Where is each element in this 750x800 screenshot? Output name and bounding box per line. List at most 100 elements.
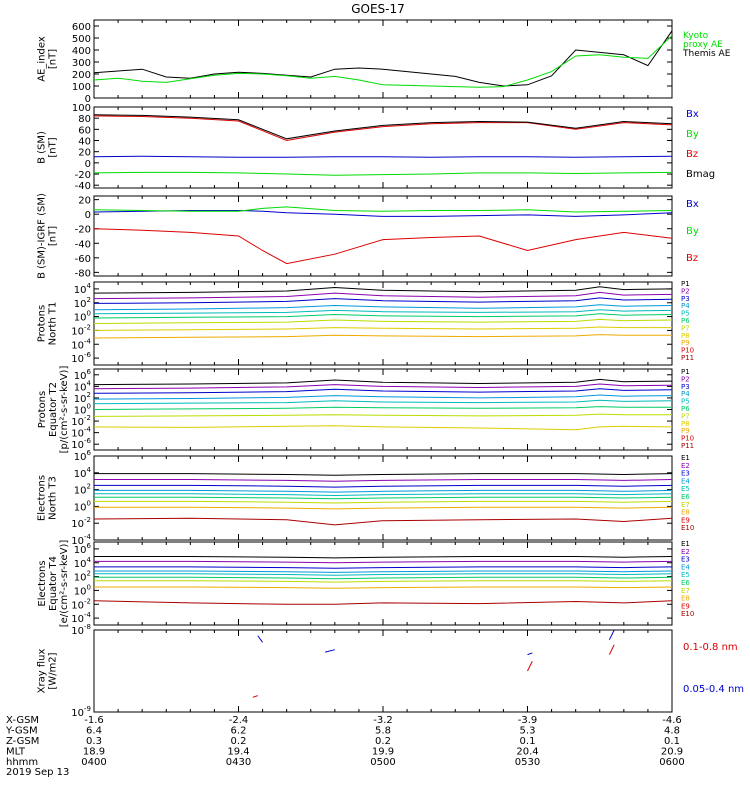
- legend-entry: P2: [681, 375, 690, 383]
- series-line-By: [93, 206, 673, 213]
- legend-entry: E4: [681, 563, 690, 571]
- legend-entry: P1: [681, 368, 690, 376]
- series-line-E8: [94, 506, 673, 510]
- panel-frame: [93, 106, 673, 189]
- y-axis-label: Equator T4: [48, 556, 59, 611]
- x-row-label: MLT: [6, 747, 26, 758]
- panel-xray: 10-8 10-9 Xray flux [W/m2] 0.1-0.8 nm 0.05-0.…: [37, 623, 745, 719]
- legend-entry: E10: [681, 524, 694, 532]
- legend-entry: E8: [681, 595, 690, 603]
- x-row-value: 5.8: [375, 726, 391, 737]
- x-row-value: 6.4: [86, 726, 102, 737]
- y-tick-label: 10-2: [71, 323, 91, 337]
- panel-frame: [93, 541, 673, 626]
- series-line-P5: [93, 399, 673, 405]
- series-line-E3: [94, 484, 673, 488]
- x-row-value: 5.3: [520, 726, 536, 737]
- legend-entry: P10: [681, 347, 694, 355]
- series-line-Bx: [93, 155, 673, 158]
- x-axis-rows: X-GSM -1.6 -2.4 -3.2 -3.9 -4.6 Y-GSM 6.4 6.2 5.8 5…: [5, 715, 685, 768]
- series-line-E9: [93, 600, 673, 605]
- y-axis-label: B (SM): [37, 131, 48, 164]
- series-line-P1: [93, 378, 673, 386]
- legend-entry: P6: [681, 317, 690, 325]
- series-segment-0-05-0-4-nm: [527, 652, 533, 656]
- y-tick-label: 100: [74, 310, 91, 324]
- y-tick-label: 10-6: [71, 437, 91, 451]
- y-tick-label: 104: [74, 556, 92, 570]
- legend-entry: P7: [681, 324, 690, 332]
- series-line-P8: [93, 326, 672, 331]
- y-tick-label: 10-8: [71, 623, 91, 637]
- legend-entry: Bx: [686, 109, 699, 120]
- legend-entry: P10: [681, 435, 694, 443]
- series-line-E8: [94, 586, 673, 589]
- series-line-P7: [93, 413, 672, 417]
- x-row-value: 20.9: [661, 747, 683, 758]
- x-row-value: 6.2: [231, 726, 247, 737]
- x-row-value: 0.1: [664, 736, 680, 747]
- legend-entry: Bz: [686, 149, 698, 160]
- legend-entry: E9: [681, 516, 690, 524]
- series-line-P3: [93, 388, 673, 394]
- y-tick-label: 100: [74, 583, 91, 597]
- y-tick-label: 104: [74, 379, 92, 393]
- y-tick-label: 100: [74, 403, 91, 417]
- x-row-value: 0530: [515, 757, 540, 768]
- panel-frame: [93, 19, 673, 99]
- x-row-value: 19.9: [372, 747, 394, 758]
- series-line-E4: [94, 489, 673, 493]
- legend-entry: E7: [681, 501, 690, 509]
- y-tick-label: 104: [74, 466, 92, 480]
- series-line-Bz: [93, 115, 673, 142]
- legend-entry: E2: [681, 462, 690, 470]
- legend-entry: By: [686, 226, 699, 237]
- y-tick-label: 10-4: [71, 533, 91, 547]
- y-tick-label: 10-2: [71, 516, 91, 530]
- series-line-E7: [94, 580, 673, 583]
- y-tick-label: 10-2: [71, 414, 91, 428]
- y-axis-label: [nT]: [48, 226, 59, 246]
- series-line-E6: [94, 576, 673, 580]
- series-line-E5: [94, 573, 673, 576]
- series-line-E4: [94, 570, 673, 573]
- series-line-E2: [94, 479, 673, 482]
- y-axis-label: [nT]: [48, 137, 59, 157]
- x-row-value: 0.3: [86, 736, 102, 747]
- series-segment-0-1-0-8-nm: [527, 660, 533, 672]
- y-axis-label: [p/(cm²-s-sr-keV)]: [59, 366, 70, 454]
- legend-entry: P1: [681, 280, 690, 288]
- legend-entry: E2: [681, 548, 690, 556]
- y-axis-label: Protons: [37, 305, 48, 342]
- y-axis-label: [nT]: [48, 49, 59, 69]
- legend-entry: E7: [681, 587, 690, 595]
- series-segment-0-1-0-8-nm: [608, 644, 615, 655]
- y-tick-label: 60: [78, 125, 91, 136]
- y-tick-label: 102: [74, 296, 91, 310]
- legend-entry: Bz: [686, 253, 698, 264]
- x-row-value: 19.4: [227, 747, 249, 758]
- plot-title: GOES-17: [351, 2, 405, 16]
- x-row-value: 0500: [370, 757, 395, 768]
- x-row-label: hhmm: [6, 757, 38, 768]
- series-line-P6: [93, 313, 673, 319]
- series-line-E2: [94, 560, 673, 564]
- y-tick-label: -40: [75, 181, 91, 192]
- series-line-P5: [93, 309, 673, 315]
- x-row-value: 20.4: [516, 747, 538, 758]
- y-tick-label: 0: [85, 159, 91, 170]
- y-axis-label: Xray flux: [37, 649, 48, 694]
- legend-entry: E8: [681, 509, 690, 517]
- series-line-P2: [93, 291, 673, 300]
- y-axis-label: [e/(cm²-s-sr-keV)]: [59, 540, 70, 628]
- legend-entry: E4: [681, 477, 690, 485]
- series-line-E9: [93, 517, 673, 526]
- legend-entry: E6: [681, 493, 690, 501]
- x-row-label: X-GSM: [6, 715, 39, 726]
- legend-entry: P11: [681, 442, 694, 450]
